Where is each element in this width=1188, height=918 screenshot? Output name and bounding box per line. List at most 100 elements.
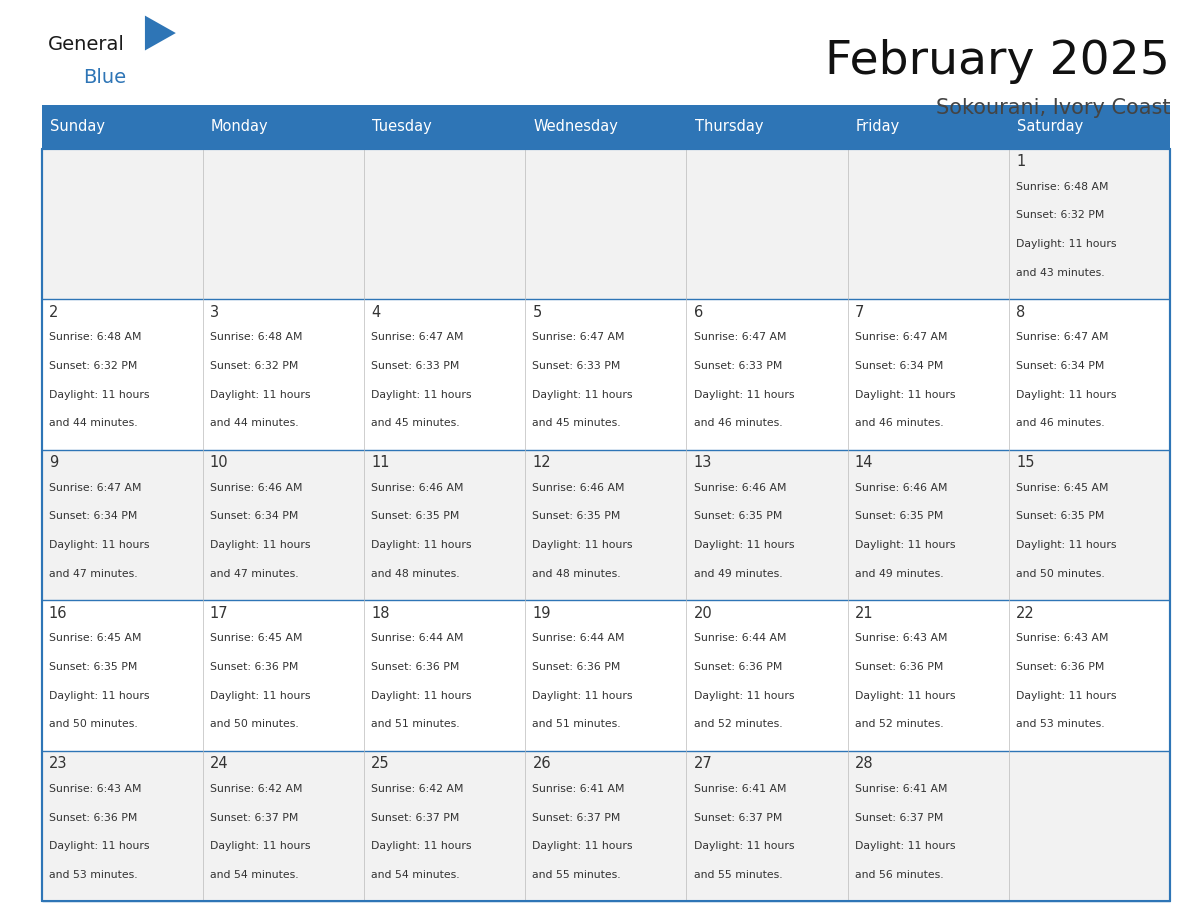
Text: Sunset: 6:36 PM: Sunset: 6:36 PM bbox=[371, 662, 460, 672]
Text: Sunset: 6:36 PM: Sunset: 6:36 PM bbox=[49, 812, 137, 823]
Text: Sunset: 6:36 PM: Sunset: 6:36 PM bbox=[210, 662, 298, 672]
Text: 5: 5 bbox=[532, 305, 542, 319]
Text: Sunrise: 6:46 AM: Sunrise: 6:46 AM bbox=[855, 483, 947, 493]
Text: and 45 minutes.: and 45 minutes. bbox=[532, 418, 621, 428]
Text: 6: 6 bbox=[694, 305, 703, 319]
Text: Sokourani, Ivory Coast: Sokourani, Ivory Coast bbox=[936, 98, 1170, 118]
Text: Daylight: 11 hours: Daylight: 11 hours bbox=[210, 389, 310, 399]
Text: and 56 minutes.: and 56 minutes. bbox=[855, 869, 943, 879]
Text: Sunrise: 6:45 AM: Sunrise: 6:45 AM bbox=[1016, 483, 1108, 493]
Text: Sunday: Sunday bbox=[50, 119, 105, 134]
Text: Sunrise: 6:46 AM: Sunrise: 6:46 AM bbox=[210, 483, 303, 493]
Text: 18: 18 bbox=[371, 606, 390, 621]
Text: Sunrise: 6:44 AM: Sunrise: 6:44 AM bbox=[371, 633, 463, 644]
Text: Daylight: 11 hours: Daylight: 11 hours bbox=[1016, 389, 1117, 399]
Text: Sunrise: 6:45 AM: Sunrise: 6:45 AM bbox=[210, 633, 303, 644]
Text: Daylight: 11 hours: Daylight: 11 hours bbox=[371, 389, 472, 399]
Text: Sunset: 6:36 PM: Sunset: 6:36 PM bbox=[694, 662, 782, 672]
Text: Sunset: 6:32 PM: Sunset: 6:32 PM bbox=[1016, 210, 1105, 220]
Text: Sunset: 6:37 PM: Sunset: 6:37 PM bbox=[532, 812, 621, 823]
Text: and 50 minutes.: and 50 minutes. bbox=[49, 719, 138, 729]
Text: Sunrise: 6:47 AM: Sunrise: 6:47 AM bbox=[371, 332, 463, 342]
Text: Daylight: 11 hours: Daylight: 11 hours bbox=[532, 540, 633, 550]
Text: Sunset: 6:34 PM: Sunset: 6:34 PM bbox=[855, 361, 943, 371]
Bar bbox=[42, 600, 1170, 751]
Text: Sunrise: 6:41 AM: Sunrise: 6:41 AM bbox=[532, 784, 625, 794]
Text: Sunset: 6:35 PM: Sunset: 6:35 PM bbox=[694, 511, 782, 521]
Text: and 46 minutes.: and 46 minutes. bbox=[855, 418, 943, 428]
Text: Tuesday: Tuesday bbox=[372, 119, 432, 134]
Text: and 51 minutes.: and 51 minutes. bbox=[371, 719, 460, 729]
Text: Sunset: 6:37 PM: Sunset: 6:37 PM bbox=[855, 812, 943, 823]
Text: and 46 minutes.: and 46 minutes. bbox=[1016, 418, 1105, 428]
Text: Sunset: 6:37 PM: Sunset: 6:37 PM bbox=[371, 812, 460, 823]
Text: Daylight: 11 hours: Daylight: 11 hours bbox=[49, 389, 150, 399]
Text: 24: 24 bbox=[210, 756, 228, 771]
Text: and 49 minutes.: and 49 minutes. bbox=[694, 568, 782, 578]
Text: Sunset: 6:36 PM: Sunset: 6:36 PM bbox=[532, 662, 621, 672]
Text: and 51 minutes.: and 51 minutes. bbox=[532, 719, 621, 729]
Text: Sunset: 6:35 PM: Sunset: 6:35 PM bbox=[532, 511, 621, 521]
Text: and 52 minutes.: and 52 minutes. bbox=[855, 719, 943, 729]
Text: and 54 minutes.: and 54 minutes. bbox=[371, 869, 460, 879]
Text: Sunrise: 6:46 AM: Sunrise: 6:46 AM bbox=[371, 483, 463, 493]
Text: Sunrise: 6:43 AM: Sunrise: 6:43 AM bbox=[1016, 633, 1108, 644]
Text: 3: 3 bbox=[210, 305, 219, 319]
Text: February 2025: February 2025 bbox=[826, 39, 1170, 84]
Text: Sunrise: 6:41 AM: Sunrise: 6:41 AM bbox=[855, 784, 947, 794]
Text: 7: 7 bbox=[855, 305, 864, 319]
Text: 8: 8 bbox=[1016, 305, 1025, 319]
Text: Sunset: 6:37 PM: Sunset: 6:37 PM bbox=[210, 812, 298, 823]
Text: 21: 21 bbox=[855, 606, 873, 621]
Bar bbox=[42, 149, 1170, 901]
Text: and 44 minutes.: and 44 minutes. bbox=[49, 418, 138, 428]
Text: Daylight: 11 hours: Daylight: 11 hours bbox=[371, 540, 472, 550]
Text: and 47 minutes.: and 47 minutes. bbox=[49, 568, 138, 578]
Text: 14: 14 bbox=[855, 455, 873, 470]
Text: General: General bbox=[48, 36, 125, 54]
Text: 9: 9 bbox=[49, 455, 58, 470]
Polygon shape bbox=[145, 16, 176, 50]
Text: Sunset: 6:34 PM: Sunset: 6:34 PM bbox=[1016, 361, 1105, 371]
Text: Daylight: 11 hours: Daylight: 11 hours bbox=[1016, 540, 1117, 550]
Text: Sunrise: 6:43 AM: Sunrise: 6:43 AM bbox=[855, 633, 947, 644]
Text: Sunset: 6:34 PM: Sunset: 6:34 PM bbox=[210, 511, 298, 521]
Text: Daylight: 11 hours: Daylight: 11 hours bbox=[694, 690, 794, 700]
Text: Daylight: 11 hours: Daylight: 11 hours bbox=[694, 389, 794, 399]
Text: and 50 minutes.: and 50 minutes. bbox=[210, 719, 298, 729]
Text: Sunrise: 6:47 AM: Sunrise: 6:47 AM bbox=[855, 332, 947, 342]
Text: Sunset: 6:33 PM: Sunset: 6:33 PM bbox=[532, 361, 621, 371]
Text: Daylight: 11 hours: Daylight: 11 hours bbox=[210, 540, 310, 550]
Text: Sunrise: 6:46 AM: Sunrise: 6:46 AM bbox=[694, 483, 786, 493]
Text: 11: 11 bbox=[371, 455, 390, 470]
Text: Daylight: 11 hours: Daylight: 11 hours bbox=[855, 841, 955, 851]
Text: Sunrise: 6:46 AM: Sunrise: 6:46 AM bbox=[532, 483, 625, 493]
Text: 25: 25 bbox=[371, 756, 390, 771]
Text: Daylight: 11 hours: Daylight: 11 hours bbox=[49, 540, 150, 550]
Text: Sunrise: 6:44 AM: Sunrise: 6:44 AM bbox=[532, 633, 625, 644]
Text: and 55 minutes.: and 55 minutes. bbox=[694, 869, 782, 879]
Text: Daylight: 11 hours: Daylight: 11 hours bbox=[532, 389, 633, 399]
Text: Sunrise: 6:47 AM: Sunrise: 6:47 AM bbox=[49, 483, 141, 493]
Text: Daylight: 11 hours: Daylight: 11 hours bbox=[371, 841, 472, 851]
Text: and 54 minutes.: and 54 minutes. bbox=[210, 869, 298, 879]
Text: Sunrise: 6:41 AM: Sunrise: 6:41 AM bbox=[694, 784, 786, 794]
Text: 10: 10 bbox=[210, 455, 228, 470]
Text: and 50 minutes.: and 50 minutes. bbox=[1016, 568, 1105, 578]
Text: and 48 minutes.: and 48 minutes. bbox=[371, 568, 460, 578]
Text: and 47 minutes.: and 47 minutes. bbox=[210, 568, 298, 578]
Text: and 52 minutes.: and 52 minutes. bbox=[694, 719, 782, 729]
Text: Sunrise: 6:48 AM: Sunrise: 6:48 AM bbox=[49, 332, 141, 342]
Text: Daylight: 11 hours: Daylight: 11 hours bbox=[694, 540, 794, 550]
Text: 1: 1 bbox=[1016, 154, 1025, 169]
Text: and 48 minutes.: and 48 minutes. bbox=[532, 568, 621, 578]
Text: and 55 minutes.: and 55 minutes. bbox=[532, 869, 621, 879]
Text: Daylight: 11 hours: Daylight: 11 hours bbox=[49, 841, 150, 851]
Text: Sunrise: 6:45 AM: Sunrise: 6:45 AM bbox=[49, 633, 141, 644]
Text: Sunrise: 6:44 AM: Sunrise: 6:44 AM bbox=[694, 633, 786, 644]
Text: 26: 26 bbox=[532, 756, 551, 771]
Text: and 46 minutes.: and 46 minutes. bbox=[694, 418, 782, 428]
Text: Wednesday: Wednesday bbox=[533, 119, 619, 134]
Text: 22: 22 bbox=[1016, 606, 1035, 621]
Text: 13: 13 bbox=[694, 455, 712, 470]
